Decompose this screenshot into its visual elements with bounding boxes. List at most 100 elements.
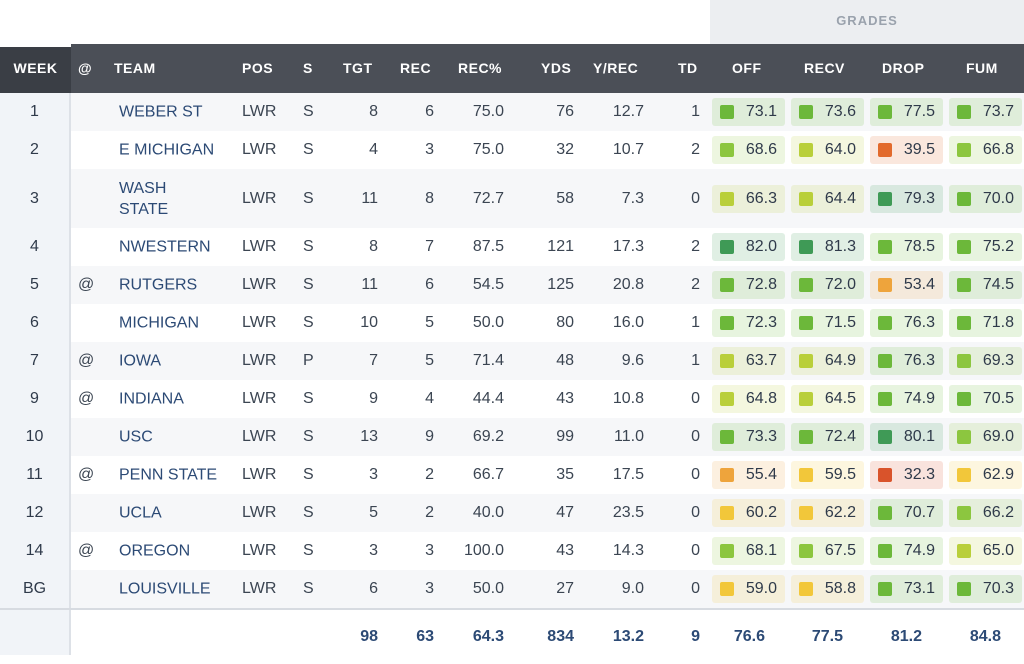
team-link[interactable]: RUTGERS (119, 276, 198, 294)
tgt-cell: 3 (369, 542, 378, 559)
yrec-cell: 20.8 (612, 276, 644, 293)
team-link[interactable]: LOUISVILLE (119, 580, 211, 598)
header-week[interactable]: WEEK (0, 44, 71, 93)
total-drop: 81.2 (890, 628, 922, 645)
header-fum[interactable]: FUM (966, 60, 998, 76)
grade-color-swatch (720, 105, 734, 119)
header-drop[interactable]: DROP (882, 60, 925, 76)
header-recv[interactable]: RECV (804, 60, 845, 76)
rec-cell: 3 (425, 580, 434, 597)
team-link[interactable]: UCLA (119, 504, 162, 522)
yrec-cell: 10.7 (612, 141, 644, 158)
week-value: 6 (30, 314, 39, 331)
grade-color-swatch (957, 191, 971, 206)
header-s[interactable]: S (303, 60, 313, 76)
table-row[interactable]: 11 @ PENN STATE LWR S 3 2 66.7 35 17.5 0 55.4 59.5 32… (0, 456, 1024, 494)
week-value: 4 (30, 238, 39, 255)
grade-color-swatch (957, 468, 971, 482)
pos-cell: LWR (242, 390, 277, 407)
s-cell: S (303, 542, 314, 559)
grade-color-swatch (957, 240, 971, 254)
table-row[interactable]: 6 MICHIGAN LWR S 10 5 50.0 80 16.0 1 72.3 71.5 76.3 7… (0, 304, 1024, 342)
header-rec-pct[interactable]: REC% (458, 60, 503, 76)
drop-grade: 79.3 (870, 184, 943, 213)
yds-cell: 76 (556, 103, 574, 120)
table-row[interactable]: 12 UCLA LWR S 5 2 40.0 47 23.5 0 60.2 62.2 70.7 66.2 (0, 494, 1024, 532)
grade-value: 68.1 (745, 542, 777, 559)
tgt-cell: 13 (360, 428, 378, 445)
header-td[interactable]: TD (678, 60, 698, 76)
table-row[interactable]: 10 USC LWR S 13 9 69.2 99 11.0 0 73.3 72.4 80.1 69.0 (0, 418, 1024, 456)
team-link[interactable]: MICHIGAN (119, 314, 199, 332)
team-link[interactable]: INDIANA (119, 390, 184, 408)
header-pos[interactable]: POS (242, 60, 274, 76)
td-cell: 0 (691, 189, 700, 207)
table-row[interactable]: 2 E MICHIGAN LWR S 4 3 75.0 32 10.7 2 68.6 64.0 39.5… (0, 131, 1024, 169)
table-row[interactable]: 9 @ INDIANA LWR S 9 4 44.4 43 10.8 0 64.8 64.5 74.9 70… (0, 380, 1024, 418)
week-cell: 5 (0, 266, 71, 304)
s-cell: S (303, 314, 314, 331)
recpct-cell: 72.7 (472, 189, 504, 207)
grade-color-swatch (720, 582, 734, 596)
rec-cell: 7 (425, 238, 434, 255)
team-link[interactable]: NWESTERN (119, 238, 211, 256)
grade-value: 32.3 (903, 466, 935, 483)
grade-value: 78.5 (903, 238, 935, 255)
header-tgt[interactable]: TGT (343, 60, 373, 76)
total-tgt: 98 (360, 628, 378, 645)
team-link[interactable]: USC (119, 428, 153, 446)
team-link[interactable]: WEBER ST (119, 103, 203, 121)
td-cell: 2 (691, 276, 700, 293)
week-value: 3 (30, 189, 39, 207)
rec-cell: 5 (425, 352, 434, 369)
recpct-cell: 75.0 (472, 141, 504, 158)
header-at[interactable]: @ (78, 60, 93, 76)
grade-value: 71.8 (982, 314, 1014, 331)
table-row[interactable]: 5 @ RUTGERS LWR S 11 6 54.5 125 20.8 2 72.8 72.0 53.4… (0, 266, 1024, 304)
grade-value: 69.3 (982, 352, 1014, 369)
grade-color-swatch (957, 392, 971, 406)
header-yds[interactable]: YDS (541, 60, 572, 76)
header-rec[interactable]: REC (400, 60, 432, 76)
fum-grade: 70.0 (949, 184, 1022, 213)
header-y-rec[interactable]: Y/REC (593, 60, 639, 76)
team-link[interactable]: WASH STATE (119, 179, 169, 218)
drop-grade: 76.3 (870, 347, 943, 375)
grade-color-swatch (878, 240, 892, 254)
grade-value: 59.0 (745, 580, 777, 597)
grade-value: 67.5 (824, 542, 856, 559)
team-link[interactable]: PENN STATE (119, 466, 218, 484)
table-row[interactable]: 7 @ IOWA LWR P 7 5 71.4 48 9.6 1 63.7 64.9 76.3 69.3 (0, 342, 1024, 380)
grade-value: 74.9 (903, 390, 935, 407)
td-cell: 0 (691, 504, 700, 521)
table-row[interactable]: 14 @ OREGON LWR S 3 3 100.0 43 14.3 0 68.1 67.5 74.9 6… (0, 532, 1024, 570)
team-link[interactable]: E MICHIGAN (119, 141, 215, 159)
grade-value: 80.1 (903, 428, 935, 445)
grade-value: 58.8 (824, 580, 856, 597)
at-cell: @ (78, 466, 95, 483)
totals-row: 98 63 64.3 834 13.2 9 76.6 77.5 81.2 84.… (0, 608, 1024, 655)
grade-value: 71.5 (824, 314, 856, 331)
fum-grade: 69.3 (949, 347, 1022, 375)
table-row[interactable]: BG LOUISVILLE LWR S 6 3 50.0 27 9.0 0 59.0 58.8 73.1… (0, 570, 1024, 608)
team-link[interactable]: IOWA (119, 352, 162, 370)
header-off[interactable]: OFF (732, 60, 762, 76)
week-cell: BG (0, 570, 71, 608)
grade-value: 82.0 (745, 238, 777, 255)
td-cell: 0 (691, 466, 700, 483)
grade-value: 66.2 (982, 504, 1014, 521)
table-row[interactable]: 1 WEBER ST LWR S 8 6 75.0 76 12.7 1 73.1 73.6 77.5 73… (0, 93, 1024, 131)
td-cell: 1 (691, 352, 700, 369)
header-team[interactable]: TEAM (114, 60, 156, 76)
grade-value: 62.9 (982, 466, 1014, 483)
grade-color-swatch (878, 430, 892, 444)
total-td: 9 (691, 628, 700, 645)
week-value: 10 (25, 428, 44, 445)
td-cell: 1 (691, 314, 700, 331)
team-link[interactable]: OREGON (119, 542, 191, 560)
week-cell: 4 (0, 228, 71, 266)
grade-color-swatch (878, 278, 892, 292)
grade-value: 62.2 (824, 504, 856, 521)
table-row[interactable]: 4 NWESTERN LWR S 8 7 87.5 121 17.3 2 82.0 81.3 78.5 7… (0, 228, 1024, 266)
table-row[interactable]: 3 WASH STATE LWR S 11 8 72.7 58 7.3 0 66.3 64.4 79.3… (0, 169, 1024, 228)
